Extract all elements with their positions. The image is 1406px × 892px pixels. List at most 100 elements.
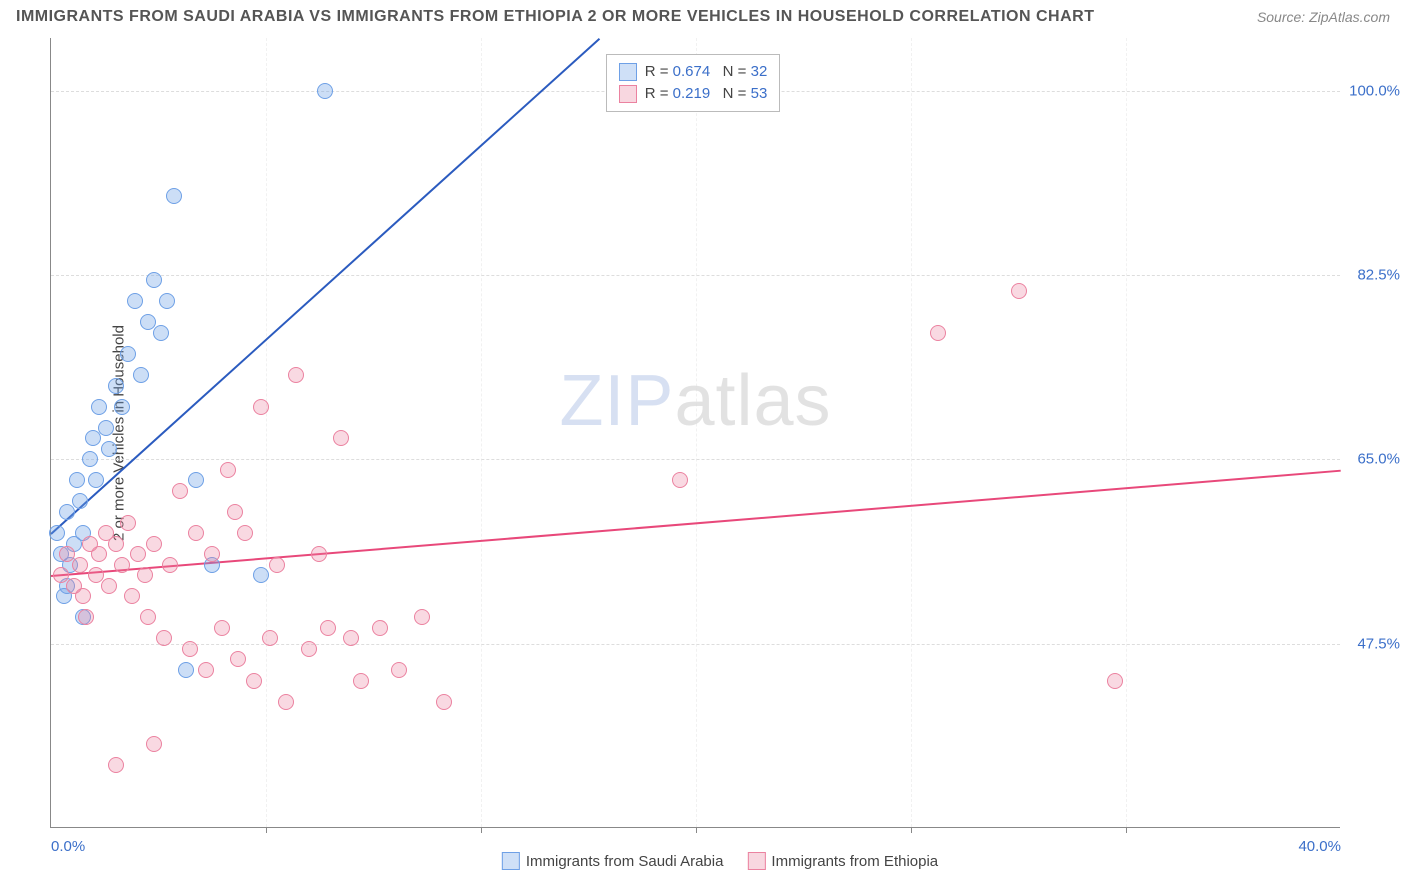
scatter-point (72, 557, 88, 573)
scatter-point (269, 557, 285, 573)
stats-text: R = 0.674 N = 32 (645, 63, 768, 80)
legend-label: Immigrants from Ethiopia (771, 853, 938, 870)
scatter-point (162, 557, 178, 573)
scatter-point (188, 472, 204, 488)
scatter-point (220, 462, 236, 478)
gridline-vertical (266, 38, 267, 827)
scatter-point (88, 472, 104, 488)
scatter-point (391, 662, 407, 678)
scatter-point (1011, 283, 1027, 299)
stats-legend-box: R = 0.674 N = 32 R = 0.219 N = 53 (606, 54, 781, 112)
scatter-point (188, 525, 204, 541)
scatter-point (262, 630, 278, 646)
x-tick-mark (266, 827, 267, 833)
plot-area: 2 or more Vehicles in Household ZIPatlas… (50, 38, 1340, 828)
scatter-point (320, 620, 336, 636)
y-tick-label: 82.5% (1357, 267, 1400, 284)
legend-item: Immigrants from Ethiopia (747, 852, 938, 870)
y-tick-label: 47.5% (1357, 635, 1400, 652)
scatter-point (343, 630, 359, 646)
chart-container: 2 or more Vehicles in Household ZIPatlas… (50, 38, 1390, 838)
scatter-point (127, 293, 143, 309)
scatter-point (198, 662, 214, 678)
scatter-point (85, 430, 101, 446)
scatter-point (930, 325, 946, 341)
scatter-point (672, 472, 688, 488)
legend-item: Immigrants from Saudi Arabia (502, 852, 724, 870)
scatter-point (230, 651, 246, 667)
scatter-point (372, 620, 388, 636)
scatter-point (146, 736, 162, 752)
bottom-legend: Immigrants from Saudi Arabia Immigrants f… (502, 852, 938, 870)
scatter-point (114, 557, 130, 573)
gridline-vertical (696, 38, 697, 827)
legend-swatch (619, 63, 637, 81)
scatter-point (153, 325, 169, 341)
scatter-point (146, 272, 162, 288)
gridline-vertical (911, 38, 912, 827)
scatter-point (353, 673, 369, 689)
scatter-point (204, 546, 220, 562)
legend-swatch (747, 852, 765, 870)
scatter-point (49, 525, 65, 541)
legend-label: Immigrants from Saudi Arabia (526, 853, 724, 870)
scatter-point (75, 588, 91, 604)
scatter-point (72, 493, 88, 509)
scatter-point (436, 694, 452, 710)
scatter-point (108, 757, 124, 773)
x-tick-mark (481, 827, 482, 833)
scatter-point (156, 630, 172, 646)
scatter-point (311, 546, 327, 562)
stats-text: R = 0.219 N = 53 (645, 85, 768, 102)
scatter-point (108, 378, 124, 394)
x-tick-mark (911, 827, 912, 833)
scatter-point (78, 609, 94, 625)
scatter-point (237, 525, 253, 541)
scatter-point (178, 662, 194, 678)
x-tick-label: 40.0% (1298, 838, 1341, 855)
scatter-point (91, 546, 107, 562)
gridline-vertical (481, 38, 482, 827)
scatter-point (1107, 673, 1123, 689)
stats-legend-row: R = 0.674 N = 32 (619, 61, 768, 83)
scatter-point (246, 673, 262, 689)
scatter-point (146, 536, 162, 552)
scatter-point (159, 293, 175, 309)
scatter-point (120, 346, 136, 362)
scatter-point (227, 504, 243, 520)
scatter-point (101, 441, 117, 457)
scatter-point (253, 567, 269, 583)
scatter-point (414, 609, 430, 625)
scatter-point (69, 472, 85, 488)
y-tick-label: 100.0% (1349, 82, 1400, 99)
scatter-point (317, 83, 333, 99)
x-tick-label: 0.0% (51, 838, 85, 855)
scatter-point (137, 567, 153, 583)
scatter-point (124, 588, 140, 604)
scatter-point (82, 451, 98, 467)
stats-legend-row: R = 0.219 N = 53 (619, 83, 768, 105)
scatter-point (172, 483, 188, 499)
x-tick-mark (696, 827, 697, 833)
scatter-point (253, 399, 269, 415)
scatter-point (278, 694, 294, 710)
scatter-point (101, 578, 117, 594)
chart-title: IMMIGRANTS FROM SAUDI ARABIA VS IMMIGRAN… (16, 8, 1094, 26)
scatter-point (214, 620, 230, 636)
scatter-point (140, 609, 156, 625)
scatter-point (114, 399, 130, 415)
scatter-point (133, 367, 149, 383)
scatter-point (108, 536, 124, 552)
legend-swatch (502, 852, 520, 870)
scatter-point (301, 641, 317, 657)
scatter-point (182, 641, 198, 657)
y-tick-label: 65.0% (1357, 451, 1400, 468)
scatter-point (120, 515, 136, 531)
scatter-point (98, 420, 114, 436)
scatter-point (166, 188, 182, 204)
scatter-point (59, 504, 75, 520)
scatter-point (288, 367, 304, 383)
scatter-point (333, 430, 349, 446)
scatter-point (91, 399, 107, 415)
scatter-point (130, 546, 146, 562)
